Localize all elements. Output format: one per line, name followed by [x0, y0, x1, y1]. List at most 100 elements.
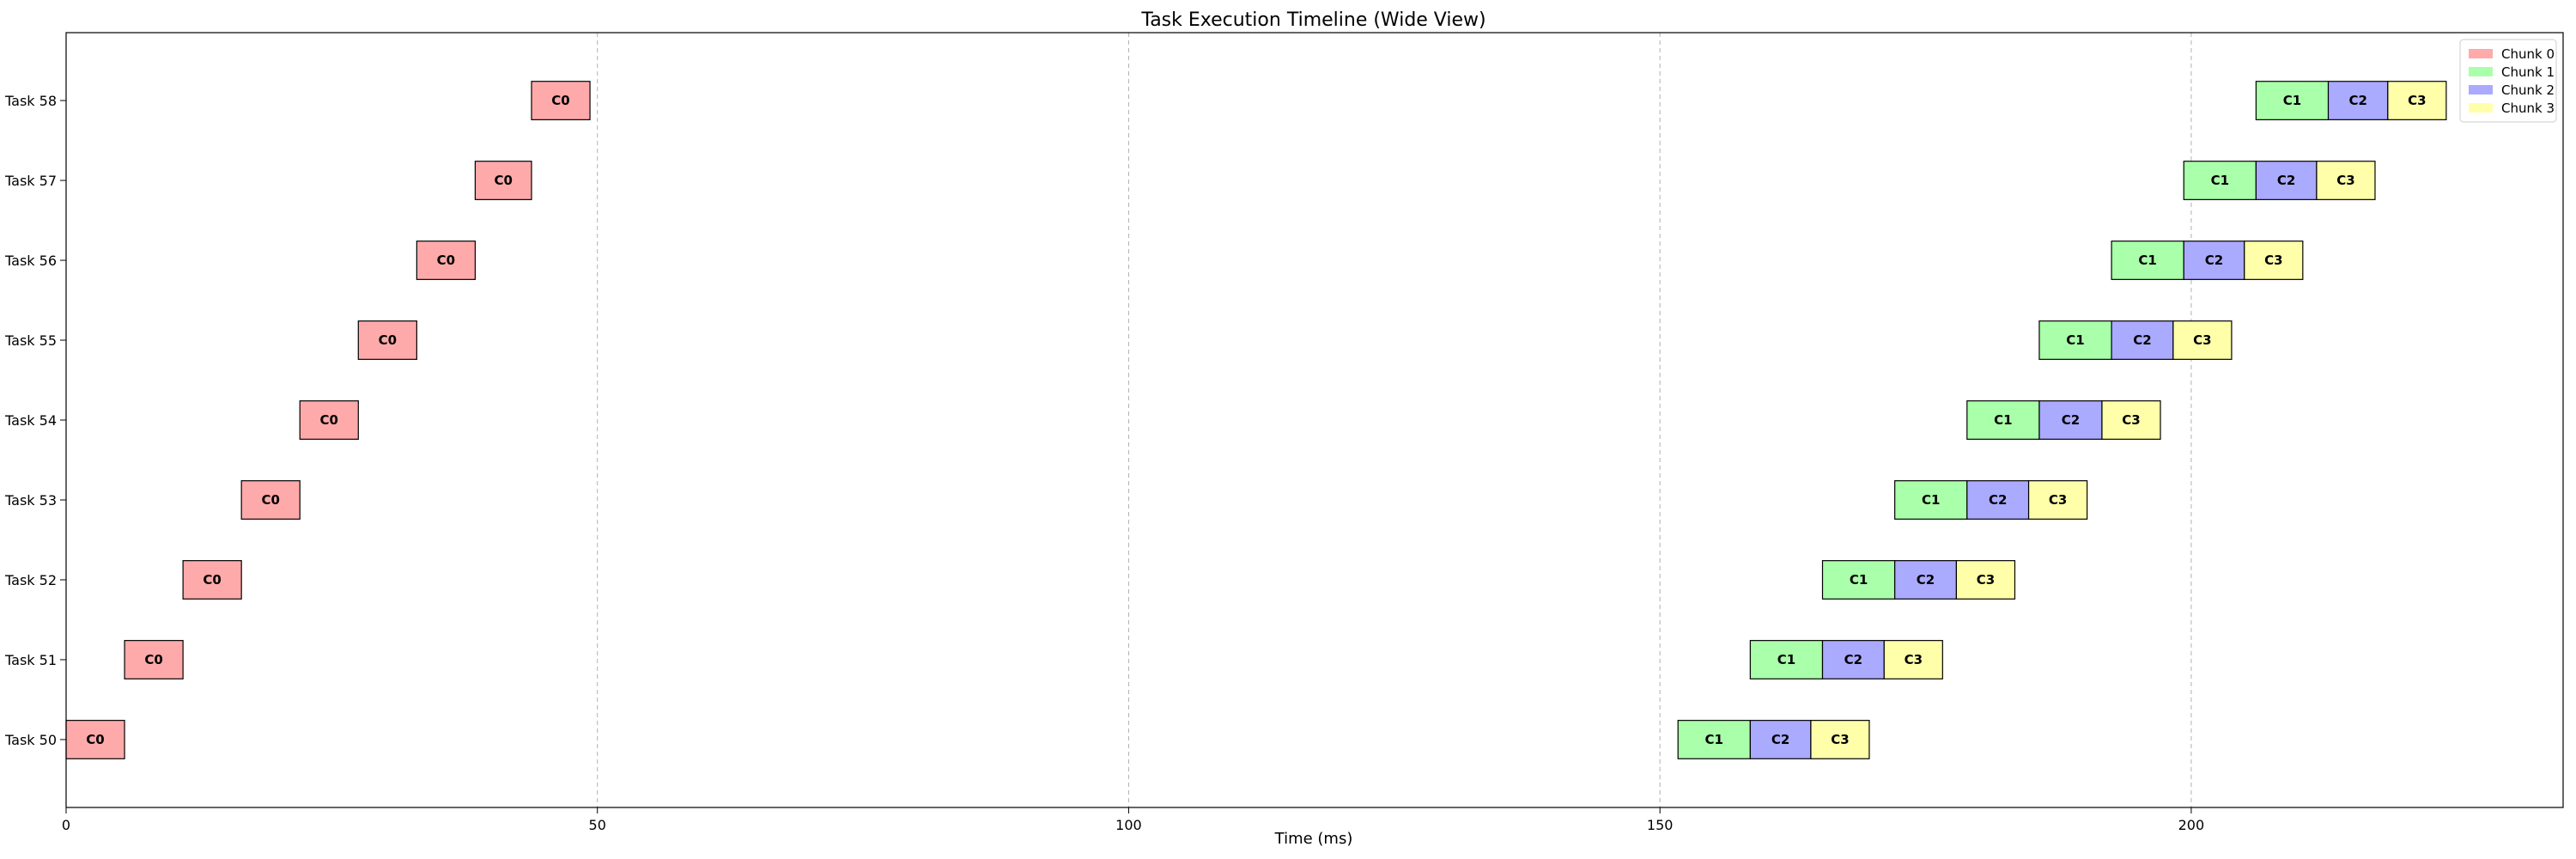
bar-chunk-3	[1955, 560, 2016, 600]
legend-swatch	[2469, 103, 2493, 113]
bar-chunk-2	[1966, 480, 2030, 520]
bar-label: C1	[1922, 492, 1940, 508]
legend-swatch	[2469, 85, 2493, 94]
legend-swatch	[2469, 49, 2493, 58]
bar-chunk-1	[2255, 81, 2330, 120]
bar-label: C0	[144, 652, 162, 667]
x-tick-label: 50	[589, 817, 606, 833]
bar-chunk-3	[1883, 640, 1943, 679]
bar-label: C2	[2277, 173, 2295, 188]
legend-box	[2459, 39, 2557, 123]
x-axis-title: Time (ms)	[1274, 830, 1353, 848]
bar-label: C3	[2336, 173, 2354, 188]
axes: 0 50 100 150 200 Task 50 Task 51 Task 52 Task 53…	[4, 32, 2564, 833]
bar-chunk-3	[2387, 81, 2447, 120]
bar-label: C3	[2122, 412, 2140, 428]
y-tick-label: Task 52	[4, 572, 57, 588]
bar-chunk-3	[2316, 161, 2376, 200]
bar-chunk-3	[2027, 480, 2088, 520]
bar-label: C2	[1844, 652, 1862, 667]
legend-entry: Chunk 1	[2501, 64, 2555, 80]
x-tick-label: 0	[62, 817, 70, 833]
bar-chunk-2	[2255, 161, 2318, 200]
bar-label: C1	[2211, 173, 2229, 188]
bar-chunk-0	[124, 640, 184, 679]
bar-chunk-1	[1966, 400, 2040, 440]
bars-layer: C0 C0 C0 C0 C0 C0 C0 C0 C0 C1 C1 C1 C1 C1 C1 C1 C1 C1 C2 C2…	[65, 81, 2447, 759]
bar-label: C3	[2264, 253, 2282, 268]
bar-chunk-0	[416, 241, 477, 280]
y-tick-label: Task 55	[4, 332, 57, 349]
bar-chunk-3	[2172, 320, 2233, 360]
y-tick-label: Task 50	[4, 732, 57, 748]
bar-label: C0	[261, 492, 279, 508]
bar-label: C1	[1777, 652, 1795, 667]
bar-label: C1	[1994, 412, 2012, 428]
x-tick-label: 100	[1115, 817, 1142, 833]
bar-chunk-2	[1821, 640, 1885, 679]
plot-frame	[65, 32, 2564, 808]
y-tick-label: Task 51	[4, 652, 57, 668]
bar-label: C2	[2205, 253, 2223, 268]
bar-label: C2	[1771, 732, 1789, 747]
bar-chunk-3	[2101, 400, 2161, 440]
bar-label: C3	[2193, 332, 2211, 348]
x-tick-label: 150	[1647, 817, 1674, 833]
bar-chunk-2	[2327, 81, 2389, 120]
bar-label: C3	[2049, 492, 2067, 508]
bar-chunk-0	[299, 400, 359, 440]
y-tick-label: Task 56	[4, 253, 57, 269]
bar-label: C2	[2062, 412, 2080, 428]
bar-label: C0	[86, 732, 104, 747]
bar-chunk-2	[2111, 320, 2174, 360]
y-tick-label: Task 58	[4, 93, 57, 109]
bar-label: C1	[2283, 93, 2301, 108]
bar-chunk-0	[65, 720, 125, 759]
legend-entry: Chunk 0	[2501, 46, 2555, 62]
bar-chunk-2	[2038, 400, 2103, 440]
bar-label: C3	[1977, 572, 1995, 588]
legend-entry: Chunk 2	[2501, 82, 2555, 98]
y-tick-label: Task 57	[4, 173, 57, 189]
y-tick-label: Task 53	[4, 492, 57, 509]
legend-swatch	[2469, 67, 2493, 76]
bar-chunk-3	[1810, 720, 1870, 759]
bar-label: C1	[1850, 572, 1868, 588]
bar-chunk-1	[2183, 161, 2257, 200]
bar-label: C1	[2066, 332, 2084, 348]
bar-label: C3	[1905, 652, 1923, 667]
y-tick-label: Task 54	[4, 412, 57, 429]
bar-label: C2	[2133, 332, 2151, 348]
bar-chunk-1	[1821, 560, 1896, 600]
bar-label: C0	[494, 173, 512, 188]
bar-chunk-1	[2111, 241, 2184, 280]
x-tick-label: 200	[2178, 817, 2205, 833]
bar-chunk-1	[1677, 720, 1751, 759]
legend-entry: Chunk 3	[2501, 101, 2555, 116]
grid-lines	[597, 33, 2192, 807]
bar-label: C0	[320, 412, 338, 428]
bar-chunk-0	[357, 320, 417, 360]
bar-chunk-3	[2244, 241, 2304, 280]
bar-chunk-0	[182, 560, 242, 600]
bar-chunk-2	[2183, 241, 2245, 280]
chart-title: Task Execution Timeline (Wide View)	[1140, 9, 1485, 31]
bar-label: C1	[2138, 253, 2156, 268]
bar-chunk-1	[2038, 320, 2112, 360]
bar-label: C2	[1917, 572, 1935, 588]
legend: Chunk 0 Chunk 1 Chunk 2 Chunk 3	[2459, 39, 2557, 123]
bar-label: C3	[2408, 93, 2426, 108]
bar-label: C2	[2348, 93, 2366, 108]
bar-label: C3	[1831, 732, 1849, 747]
bar-label: C0	[203, 572, 221, 588]
bar-chunk-0	[531, 81, 591, 120]
bar-label: C0	[379, 332, 397, 348]
bar-chunk-2	[1894, 560, 1958, 600]
bar-label: C0	[551, 93, 569, 108]
bar-label: C0	[437, 253, 455, 268]
bar-chunk-0	[474, 161, 532, 200]
bar-chunk-0	[240, 480, 301, 520]
bar-label: C2	[1989, 492, 2007, 508]
bar-label: C1	[1705, 732, 1723, 747]
